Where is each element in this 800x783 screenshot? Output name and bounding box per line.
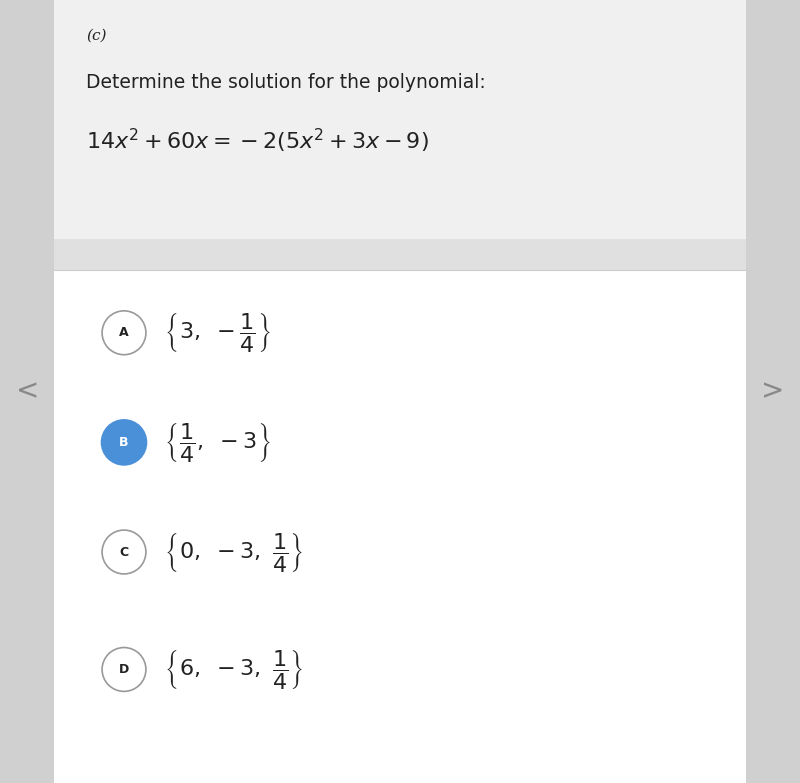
Text: (c): (c): [86, 28, 107, 42]
Text: $14x^2 + 60x = -2\left(5x^2 + 3x - 9\right)$: $14x^2 + 60x = -2\left(5x^2 + 3x - 9\rig…: [86, 127, 430, 155]
Text: A: A: [119, 327, 129, 339]
Text: D: D: [119, 663, 129, 676]
Text: C: C: [119, 546, 129, 558]
Text: >: >: [761, 377, 785, 406]
Text: $\left\{\dfrac{1}{4},\ -3\right\}$: $\left\{\dfrac{1}{4},\ -3\right\}$: [164, 421, 270, 464]
FancyBboxPatch shape: [746, 0, 800, 783]
Text: $\left\{6,\ -3,\ \dfrac{1}{4}\right\}$: $\left\{6,\ -3,\ \dfrac{1}{4}\right\}$: [164, 648, 303, 691]
Text: $\left\{0,\ -3,\ \dfrac{1}{4}\right\}$: $\left\{0,\ -3,\ \dfrac{1}{4}\right\}$: [164, 531, 303, 573]
Ellipse shape: [102, 420, 146, 464]
Text: <: <: [15, 377, 39, 406]
FancyBboxPatch shape: [54, 0, 746, 270]
Text: B: B: [119, 436, 129, 449]
Text: $\left\{3,\ -\dfrac{1}{4}\right\}$: $\left\{3,\ -\dfrac{1}{4}\right\}$: [164, 312, 270, 354]
Ellipse shape: [102, 530, 146, 574]
Ellipse shape: [102, 311, 146, 355]
FancyBboxPatch shape: [0, 0, 54, 783]
Text: Determine the solution for the polynomial:: Determine the solution for the polynomia…: [86, 73, 486, 92]
FancyBboxPatch shape: [54, 239, 746, 270]
FancyBboxPatch shape: [54, 270, 746, 783]
Ellipse shape: [102, 648, 146, 691]
